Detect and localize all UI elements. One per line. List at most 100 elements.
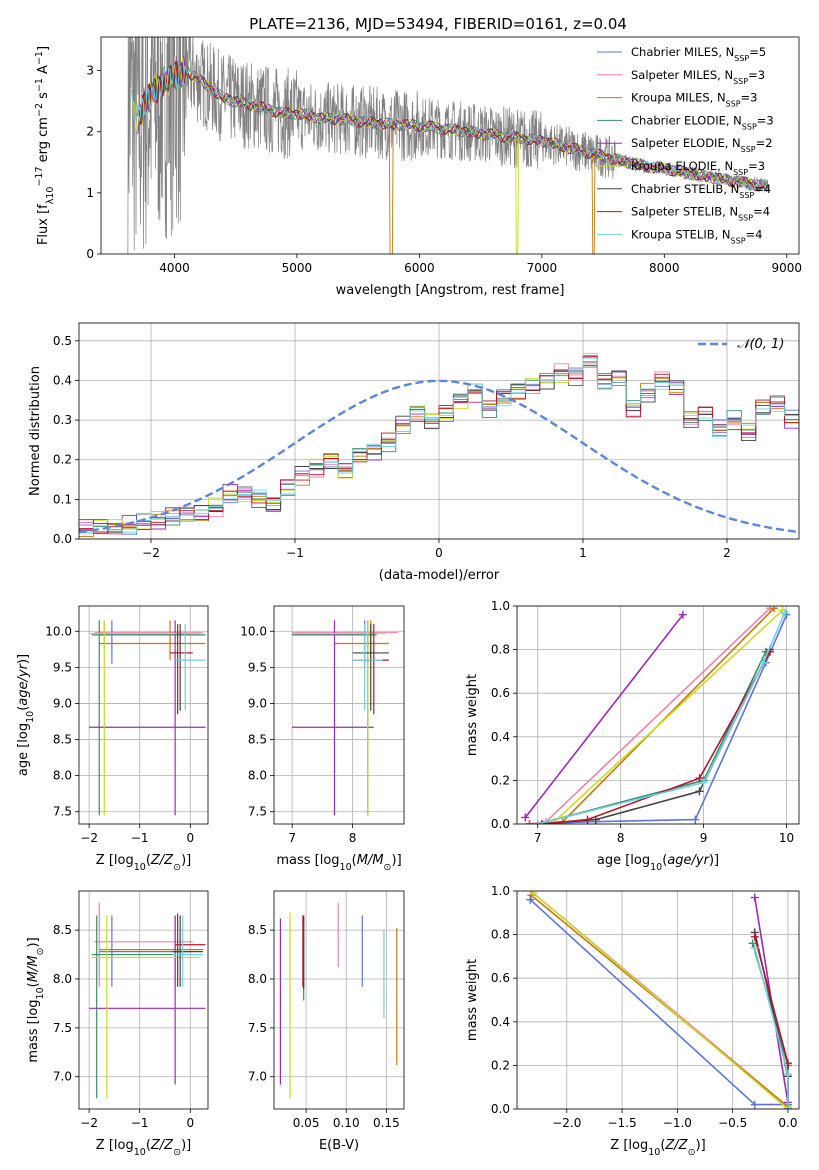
- legend-suffix: =3: [741, 91, 758, 105]
- model-spectrum: [137, 60, 766, 192]
- y-axis-label-part: age/yr: [16, 662, 31, 705]
- x-tick-label: 7: [288, 831, 296, 845]
- weight-marker: [783, 1070, 792, 1079]
- legend-entry: Kroupa ELODIE, NSSP=3: [631, 159, 765, 177]
- x-tick-label: −2.0: [552, 1116, 581, 1130]
- residual-histogram: [79, 356, 799, 534]
- x-axis-label-part: (: [662, 853, 667, 868]
- age-vs-mass-plot-area: [292, 620, 398, 816]
- y-axis-label: age [log10(age/yr)]: [16, 654, 36, 776]
- legend-subscript: SSP: [731, 236, 746, 245]
- weight-marker: [695, 787, 704, 796]
- y-axis-label: Normed distribution: [28, 366, 43, 496]
- y-tick-label: 0: [86, 247, 94, 261]
- x-tick-label: −2: [80, 831, 98, 845]
- y-tick-label: 10.0: [240, 624, 267, 638]
- weight-marker: [759, 658, 768, 667]
- legend-entry: 𝒩(0, 1): [737, 337, 784, 352]
- legend-subscript: SSP: [733, 168, 748, 177]
- y-axis-label-part: −17: [34, 166, 45, 186]
- y-tick-label: 0.3: [53, 413, 72, 427]
- age-vs-mass-axes: 7 8 7.5 8.0 8.5 9.0 9.5 10.0 mass [log10(M/M⊙)]: [240, 605, 405, 873]
- legend-label: Chabrier MILES, N: [631, 45, 734, 59]
- x-axis-label-part: Z [log: [96, 1138, 134, 1153]
- x-tick-label: 8: [617, 831, 625, 845]
- x-axis-label: Z [log10(Z/Z⊙)]: [610, 1138, 705, 1158]
- y-axis-label-part: 10: [35, 987, 46, 999]
- x-axis-label-part: )]: [696, 1138, 706, 1153]
- weight-marker: [750, 932, 759, 941]
- weight-marker: [691, 815, 700, 824]
- x-axis-label-part: )]: [392, 853, 402, 868]
- y-tick-label: 8.5: [248, 733, 267, 747]
- weight-marker: [521, 813, 530, 822]
- x-tick-label: 10: [779, 831, 794, 845]
- y-axis-label-part: −2: [34, 103, 45, 117]
- y-tick-label: 0.0: [53, 532, 72, 546]
- massweight-vs-z-panel: −2.0 −1.5 −1.0 −0.5 0.0 0.0 0.2 0.4 0.6 0.8 1.0 Z […: [465, 884, 800, 1158]
- mass-vs-ebv-axes: 0.05 0.10 0.15 7.0 7.5 8.0 8.5 E(B-V): [248, 890, 405, 1153]
- x-axis-label-part: )]: [181, 853, 191, 868]
- x-axis-label: age [log10(age/yr)]: [597, 853, 719, 873]
- age-vs-z-grid: [79, 606, 208, 824]
- mass-vs-ebv-plot-area: [279, 902, 398, 1099]
- y-tick-label: 0.2: [491, 1058, 510, 1072]
- x-tick-label: 9000: [771, 261, 802, 275]
- weight-marker: [783, 1105, 792, 1109]
- y-axis-label-part: ]: [36, 46, 51, 51]
- x-axis-label-part: M/M: [357, 853, 384, 868]
- massweight-vs-z-plot-area: [526, 891, 792, 1109]
- y-tick-label: 1.0: [491, 599, 510, 613]
- y-axis-label-part: λ: [45, 198, 56, 204]
- y-axis-label-part: −1: [34, 78, 45, 92]
- x-tick-label: −1: [131, 1116, 149, 1130]
- x-axis-label-part: )]: [181, 1138, 191, 1153]
- age-vs-mass-panel: 7 8 7.5 8.0 8.5 9.0 9.5 10.0 mass [log10(M/M⊙)]: [240, 605, 405, 873]
- x-tick-label: 7000: [527, 261, 558, 275]
- x-axis-label: Z [log10(Z/Z⊙)]: [96, 1138, 191, 1158]
- mass-vs-z-plot-area: [89, 902, 206, 1099]
- legend-suffix: =2: [756, 136, 773, 150]
- legend-subscript: SSP: [741, 145, 756, 154]
- y-tick-label: 2: [86, 125, 94, 139]
- spectrum-plot-area: [127, 37, 769, 254]
- residuals-plot-area: [79, 353, 799, 538]
- residuals-frame: [78, 322, 800, 540]
- x-tick-label: −0.5: [718, 1116, 747, 1130]
- x-axis-label-part: (: [146, 1138, 151, 1153]
- legend-entry: Salpeter MILES, NSSP=3: [631, 68, 765, 86]
- y-tick-label: 7.0: [53, 1070, 72, 1084]
- y-tick-label: 8.0: [53, 769, 72, 783]
- y-tick-label: 1.0: [491, 884, 510, 898]
- x-tick-label: 0: [186, 831, 194, 845]
- spectrum-panel: 4000 5000 6000 7000 8000 9000 0 1 2 3 wavelength […: [34, 36, 802, 298]
- y-tick-label: 9.5: [248, 660, 267, 674]
- y-axis-label: mass weight: [465, 959, 480, 1041]
- y-tick-label: 0.8: [491, 928, 510, 942]
- x-tick-label: 0.15: [373, 1116, 400, 1130]
- legend-suffix: =5: [749, 45, 766, 59]
- x-axis-label-part: Z/Z: [664, 1138, 688, 1153]
- weight-line: [524, 614, 684, 818]
- x-axis-label-part: 10: [134, 1147, 146, 1158]
- y-tick-label: 10.0: [45, 624, 72, 638]
- legend-suffix: =3: [748, 159, 765, 173]
- weight-line: [541, 651, 771, 824]
- legend-subscript: SSP: [734, 54, 749, 63]
- weight-marker: [533, 820, 542, 824]
- x-axis-label: mass [log10(M/M⊙)]: [276, 853, 401, 873]
- mass-vs-z-axes: −2 −1 07.07.58.08.5Z [log10(Z/Z⊙)]mass [lo…: [26, 890, 209, 1158]
- legend-subscript: SSP: [726, 99, 741, 108]
- y-axis-label-part: M/M: [26, 955, 41, 982]
- x-tick-label: 0.0: [778, 1116, 797, 1130]
- y-tick-label: 3: [86, 64, 94, 78]
- y-tick-label: 0.6: [491, 971, 510, 985]
- mass-vs-ebv-grid: [274, 891, 404, 1109]
- y-tick-label: 0.5: [53, 334, 72, 348]
- age-vs-z-panel: −2 −1 07.58.08.59.09.510.0Z [log10(Z/Z⊙)]a…: [16, 605, 209, 873]
- legend-subscript: SSP: [738, 213, 753, 222]
- x-axis-label-part: Z/Z: [150, 1138, 174, 1153]
